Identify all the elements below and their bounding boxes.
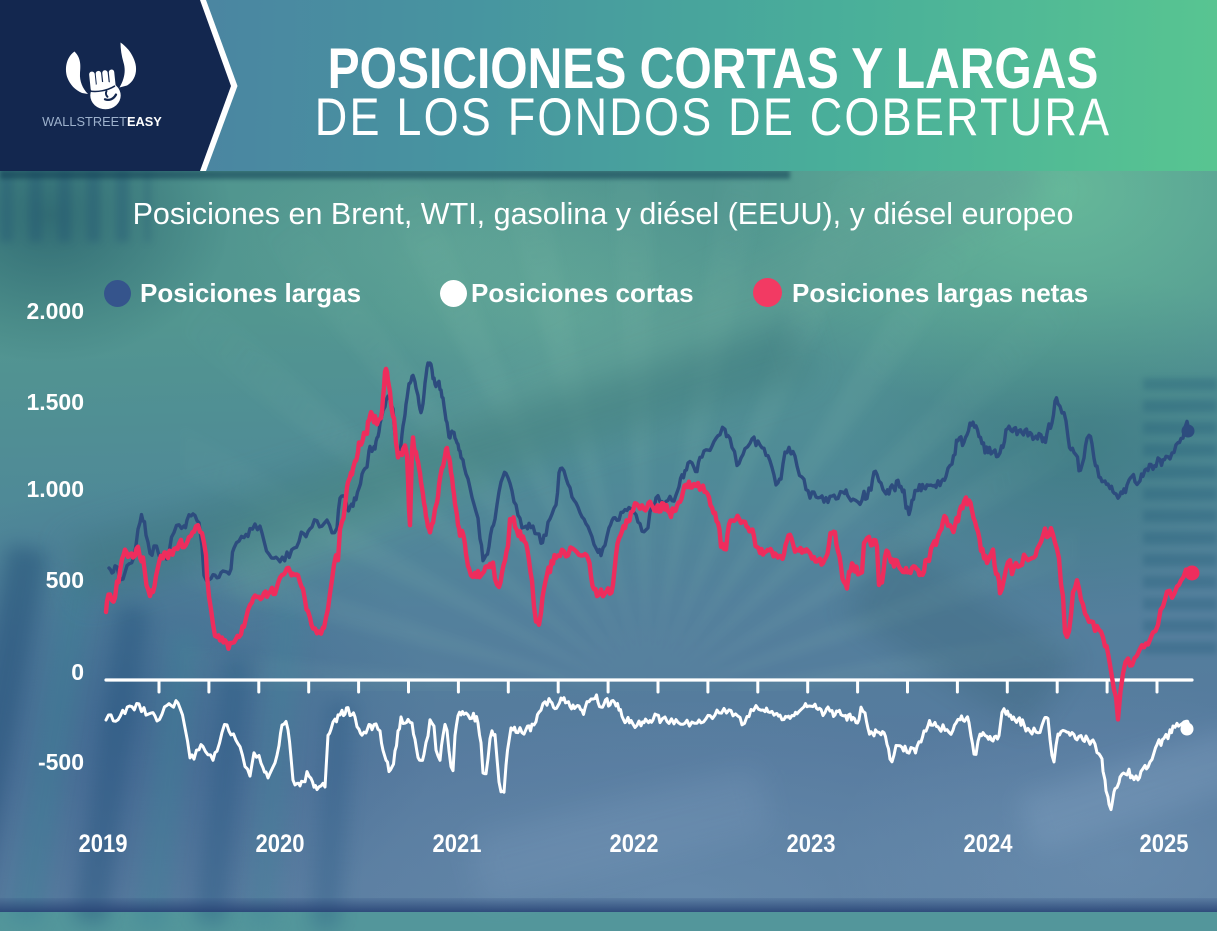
svg-text:WALLSTREETEASY: WALLSTREETEASY: [42, 114, 162, 129]
